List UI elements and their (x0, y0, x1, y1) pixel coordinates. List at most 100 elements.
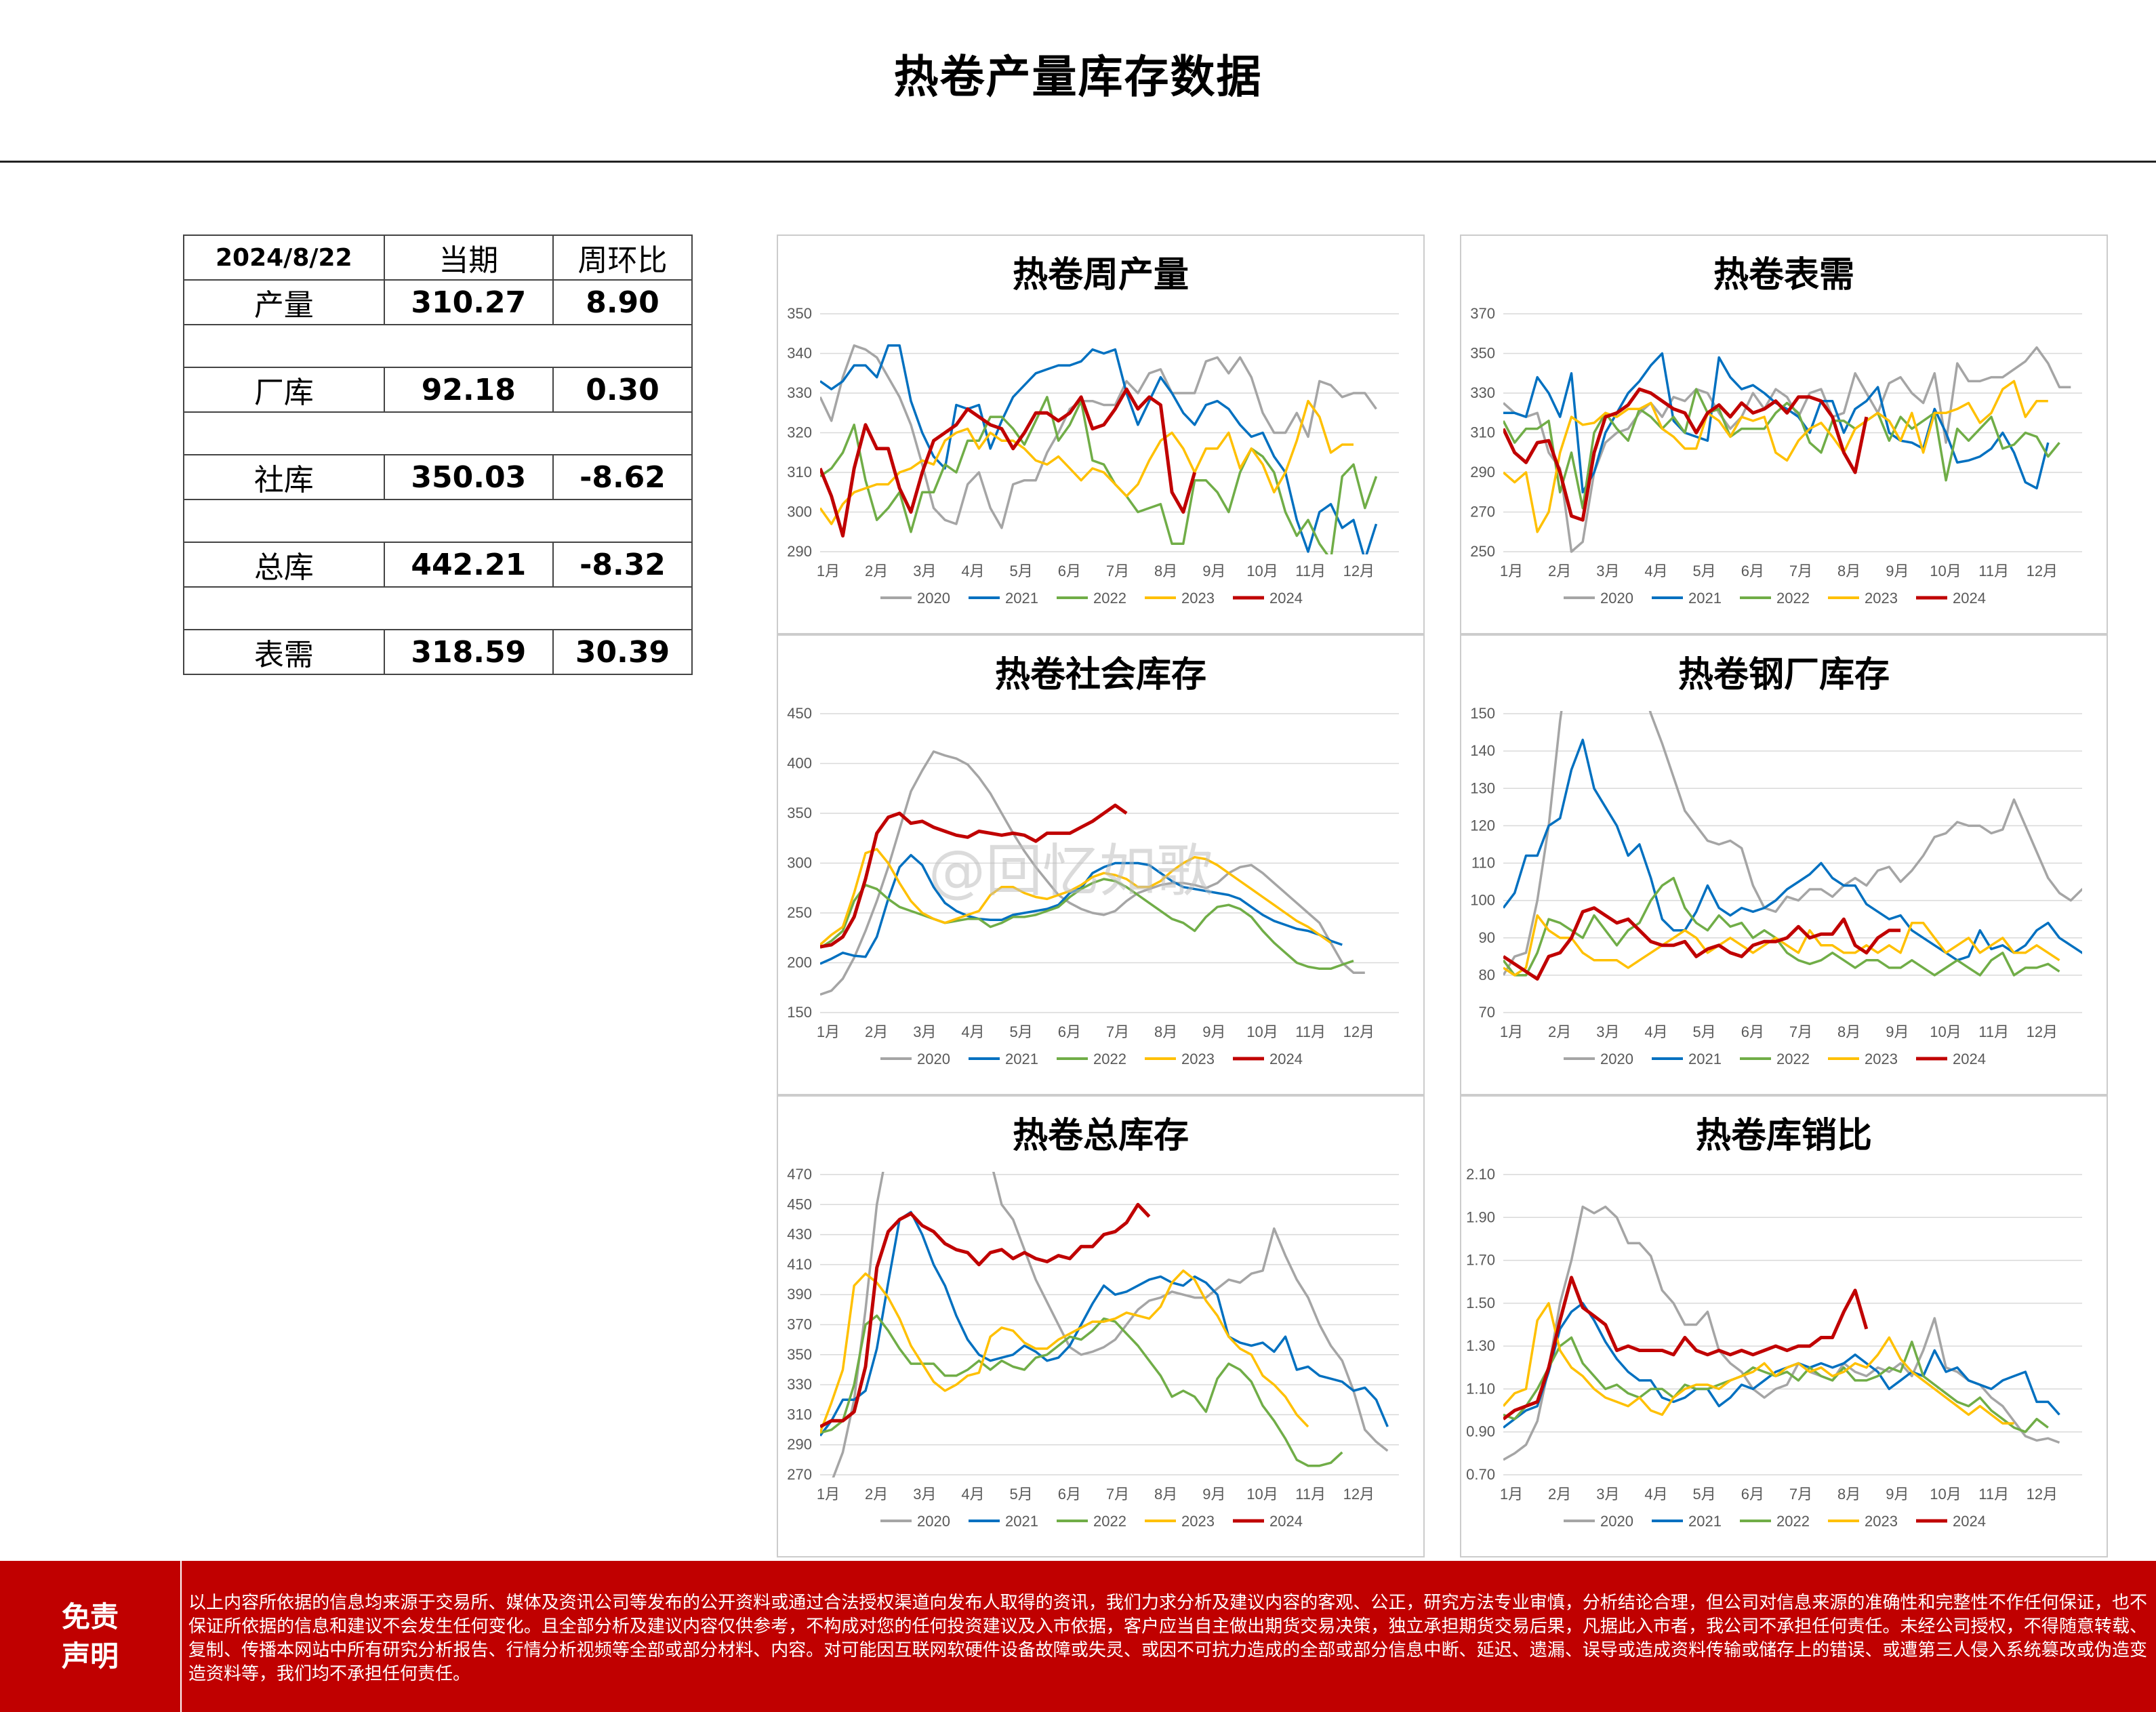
inventory-sales-ratio-chart: 热卷库销比 0.70 0.90 1.10 1.30 1.50 1.70 1.90 2.10 1月 2… (1460, 1095, 2108, 1557)
y-tick-label: 330 (787, 1376, 812, 1393)
row-label: 表需 (183, 629, 385, 675)
y-tick-label: 330 (1470, 384, 1495, 401)
x-tick-label: 2月 (1548, 563, 1571, 579)
y-tick-label: 110 (1471, 855, 1495, 872)
chart-svg: 热卷周产量 290 300 310 320 330 340 350 1月 2月 3月 4月 5月 6月 7月… (787, 255, 1399, 607)
legend-label: 2021 (1688, 1051, 1722, 1067)
legend-label: 2020 (917, 1051, 950, 1067)
summary-table: 2024/8/22 当期 周环比 产量 310.27 8.90 厂库 92.18… (183, 235, 693, 675)
page-header: 热卷产量库存数据 (0, 0, 2156, 163)
table-row: 产量 310.27 8.90 (183, 279, 693, 325)
y-tick-label: 100 (1470, 892, 1495, 909)
mill-inventory-chart: 热卷钢厂库存 70 80 90 100 110 120 130 140 150 1月 2月 3月 4月 5月… (1460, 634, 2108, 1095)
y-tick-label: 200 (787, 954, 812, 971)
series-line-2024 (820, 803, 1128, 949)
legend-label: 2021 (1688, 590, 1722, 607)
x-tick-label: 6月 (1058, 563, 1081, 579)
legend-item: 2022 (1740, 1513, 1810, 1530)
legend-label: 2023 (1181, 1513, 1215, 1530)
chart-svg: 热卷表需 250 270 290 310 330 350 370 1月 2月 3月 4月 5月 6月 7月 8… (1470, 255, 2082, 607)
series-line-2022 (820, 878, 1354, 971)
x-tick-label: 12月 (1343, 1486, 1375, 1503)
x-tick-label: 3月 (913, 1023, 936, 1040)
legend-item: 2023 (1828, 1513, 1898, 1530)
x-tick-label: 6月 (1741, 563, 1764, 579)
x-tick-label: 9月 (1202, 1486, 1225, 1503)
table-row: 社库 350.03 -8.62 (183, 454, 693, 500)
legend-label: 2024 (1269, 1513, 1303, 1530)
x-tick-label: 1月 (1500, 1023, 1523, 1040)
x-tick-label: 6月 (1058, 1486, 1081, 1503)
x-tick-label: 3月 (1596, 1023, 1619, 1040)
row-current: 92.18 (383, 367, 554, 413)
x-tick-label: 2月 (865, 1486, 888, 1503)
series-line-2023 (820, 399, 1354, 525)
row-current: 442.21 (383, 542, 554, 588)
chart-title: 热卷周产量 (1013, 255, 1189, 295)
row-label: 厂库 (183, 367, 385, 413)
page-title: 热卷产量库存数据 (893, 51, 1263, 103)
legend-label: 2024 (1953, 590, 1986, 607)
series-line-2020 (1503, 346, 2071, 553)
x-tick-label: 6月 (1741, 1486, 1764, 1503)
chart-svg: 热卷社会库存 150 200 250 300 350 400 450 1月 2月 3月 4月 5月 6月 7… (787, 655, 1399, 1067)
x-tick-label: 7月 (1789, 1023, 1812, 1040)
row-label: 总库 (183, 542, 385, 588)
y-tick-label: 140 (1470, 742, 1495, 759)
legend-item: 2021 (1652, 590, 1722, 607)
row-wow: -8.62 (552, 454, 693, 500)
y-tick-label: 1.70 (1466, 1252, 1495, 1269)
x-tick-label: 2月 (1548, 1023, 1571, 1040)
legend-item: 2021 (969, 1513, 1038, 1530)
x-tick-label: 3月 (913, 563, 936, 579)
legend-label: 2023 (1865, 590, 1898, 607)
series-group (1503, 1205, 2060, 1461)
series-line-2023 (820, 1269, 1309, 1433)
x-tick-label: 1月 (817, 563, 840, 579)
chart-title: 热卷社会库存 (995, 655, 1206, 695)
legend-item: 2022 (1740, 1051, 1810, 1067)
x-tick-label: 4月 (1644, 1486, 1667, 1503)
legend-label: 2024 (1953, 1513, 1986, 1530)
legend-item: 2020 (880, 1051, 950, 1067)
chart-svg: 热卷钢厂库存 70 80 90 100 110 120 130 140 150 1月 2月 3月 4月 5月… (1470, 655, 2082, 1067)
chart-svg: 热卷库销比 0.70 0.90 1.10 1.30 1.50 1.70 1.90 2.10 1月 2… (1466, 1116, 2082, 1530)
x-tick-label: 5月 (1693, 563, 1716, 579)
series-line-2020 (820, 750, 1365, 996)
y-tick-label: 150 (1470, 705, 1495, 722)
legend-item: 2023 (1828, 590, 1898, 607)
x-tick-label: 6月 (1741, 1023, 1764, 1040)
y-tick-label: 250 (1470, 543, 1495, 560)
x-tick-label: 11月 (1978, 563, 2009, 579)
x-tick-label: 9月 (1886, 563, 1909, 579)
chart-title: 热卷总库存 (1013, 1116, 1189, 1156)
legend-item: 2024 (1233, 590, 1303, 607)
series-line-2023 (1503, 380, 2048, 533)
legend-label: 2022 (1093, 1051, 1126, 1067)
x-tick-label: 11月 (1295, 563, 1326, 579)
disclaimer-title: 免责 声明 (0, 1561, 182, 1712)
legend-label: 2024 (1269, 1051, 1303, 1067)
series-line-2024 (820, 1202, 1151, 1429)
x-tick-label: 4月 (1644, 1023, 1667, 1040)
legend-label: 2020 (917, 590, 950, 607)
legend-item: 2024 (1916, 1051, 1986, 1067)
row-label: 社库 (183, 454, 385, 500)
disclaimer-title-line: 声明 (61, 1639, 119, 1673)
legend-item: 2024 (1916, 1513, 1986, 1530)
x-tick-label: 4月 (1644, 563, 1667, 579)
series-line-2021 (1503, 352, 2050, 494)
watermark: @回忆如歌 (929, 838, 1214, 904)
x-tick-label: 7月 (1789, 563, 1812, 579)
legend-item: 2023 (1145, 1051, 1215, 1067)
legend-label: 2022 (1776, 590, 1810, 607)
legend-item: 2021 (1652, 1513, 1722, 1530)
series-line-2024 (1503, 906, 1901, 981)
legend-item: 2020 (1564, 1513, 1633, 1530)
col-wow-header: 周环比 (552, 235, 693, 281)
y-tick-label: 430 (787, 1226, 812, 1243)
row-wow: 0.30 (552, 367, 693, 413)
legend-item: 2024 (1916, 590, 1986, 607)
table-row: 表需 318.59 30.39 (183, 629, 693, 675)
y-tick-label: 340 (787, 345, 812, 362)
